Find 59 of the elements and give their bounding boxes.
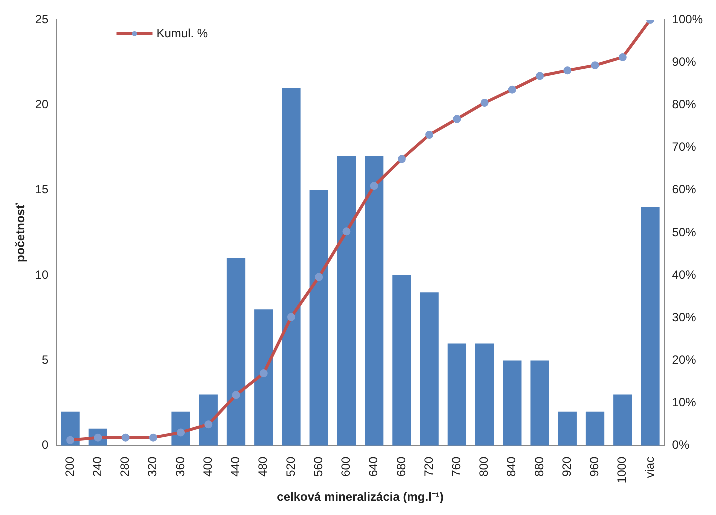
y-tick-label: 0 xyxy=(42,438,50,452)
bar xyxy=(503,360,522,446)
x-tick-label: 240 xyxy=(90,456,104,477)
y-tick-label: 10 xyxy=(35,268,50,282)
y2-tick-label: 0% xyxy=(672,438,690,452)
x-tick-label: 680 xyxy=(394,456,408,477)
bar xyxy=(254,310,274,446)
y2-tick-label: 40% xyxy=(672,268,697,282)
bar xyxy=(310,190,328,446)
bar xyxy=(448,344,467,446)
bar xyxy=(392,276,412,446)
bar xyxy=(586,412,605,446)
x-tick-label: 840 xyxy=(504,456,519,477)
x-tick-label: 480 xyxy=(256,456,270,477)
legend-label: Kumul. % xyxy=(156,26,208,40)
x-tick-label: 520 xyxy=(284,456,298,477)
x-tick-label: 560 xyxy=(311,456,326,477)
y-axis-title: početnosť xyxy=(14,203,28,262)
x-tick-label: 400 xyxy=(200,456,215,477)
x-tick-label: 720 xyxy=(422,456,436,477)
y2-tick-label: 30% xyxy=(672,310,697,324)
y2-tick-label: 100% xyxy=(672,12,704,26)
x-tick-label: 360 xyxy=(173,456,188,477)
bar xyxy=(558,412,577,446)
x-tick-label: 920 xyxy=(560,456,574,477)
bar xyxy=(282,88,301,446)
x-tick-label: 800 xyxy=(477,456,492,477)
x-tick-label: 960 xyxy=(588,456,602,477)
bar xyxy=(614,394,632,446)
bar xyxy=(420,292,439,446)
y-tick-label: 5 xyxy=(42,353,50,368)
y-tick-label: 15 xyxy=(35,182,50,197)
x-tick-label: 1000 xyxy=(615,456,630,484)
x-tick-label: 880 xyxy=(532,456,546,477)
bar xyxy=(199,394,218,446)
y2-tick-label: 10% xyxy=(672,396,697,410)
x-tick-label: 200 xyxy=(62,456,77,477)
bar xyxy=(530,360,550,446)
y2-tick-label: 60% xyxy=(672,182,697,197)
bar xyxy=(365,156,384,446)
x-tick-label: 640 xyxy=(366,456,381,477)
y2-tick-label: 50% xyxy=(672,225,697,240)
y-tick-label: 20 xyxy=(35,97,50,112)
x-tick-label: 280 xyxy=(118,456,132,477)
y2-tick-label: 20% xyxy=(672,353,697,368)
bar xyxy=(337,156,356,446)
x-tick-label: 440 xyxy=(228,456,243,477)
x-tick-label: 760 xyxy=(450,456,464,477)
y2-tick-label: 80% xyxy=(672,97,697,112)
bar xyxy=(475,344,494,446)
x-tick-label: 320 xyxy=(146,456,160,477)
y-tick-label: 25 xyxy=(35,12,50,26)
x-axis-title: celková mineralizácia (mg.l⁻¹) xyxy=(277,490,444,504)
y2-tick-label: 70% xyxy=(672,140,697,154)
x-tick-label: viac xyxy=(642,456,657,478)
y2-tick-label: 90% xyxy=(672,54,697,69)
bar xyxy=(226,258,246,446)
bar xyxy=(641,207,660,446)
x-tick-label: 600 xyxy=(339,456,354,477)
